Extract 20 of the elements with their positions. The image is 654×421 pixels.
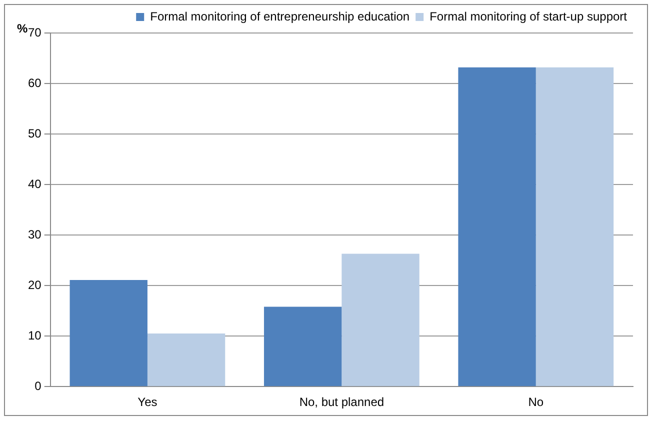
y-tick-label: 10 bbox=[28, 328, 42, 342]
bar bbox=[342, 254, 420, 386]
x-tick-label: Yes bbox=[138, 395, 158, 410]
legend-label: Formal monitoring of start-up support bbox=[430, 9, 628, 24]
y-tick-label: 50 bbox=[28, 126, 42, 140]
bar bbox=[70, 280, 148, 386]
legend-label: Formal monitoring of entrepreneurship education bbox=[150, 9, 410, 24]
y-axis-title: % bbox=[17, 21, 28, 36]
y-tick-label: 70 bbox=[28, 25, 42, 40]
y-tick-label: 40 bbox=[28, 176, 42, 191]
y-tick-label: 60 bbox=[28, 76, 42, 90]
bar bbox=[536, 67, 614, 386]
bar bbox=[147, 334, 226, 386]
y-tick-label: 30 bbox=[28, 227, 42, 242]
x-tick-label: No, but planned bbox=[299, 395, 384, 410]
bar bbox=[264, 306, 342, 386]
x-tick-label: No bbox=[528, 395, 544, 410]
bar bbox=[458, 67, 536, 386]
y-tick-label: 0 bbox=[34, 378, 42, 393]
y-tick-label: 20 bbox=[28, 278, 42, 292]
